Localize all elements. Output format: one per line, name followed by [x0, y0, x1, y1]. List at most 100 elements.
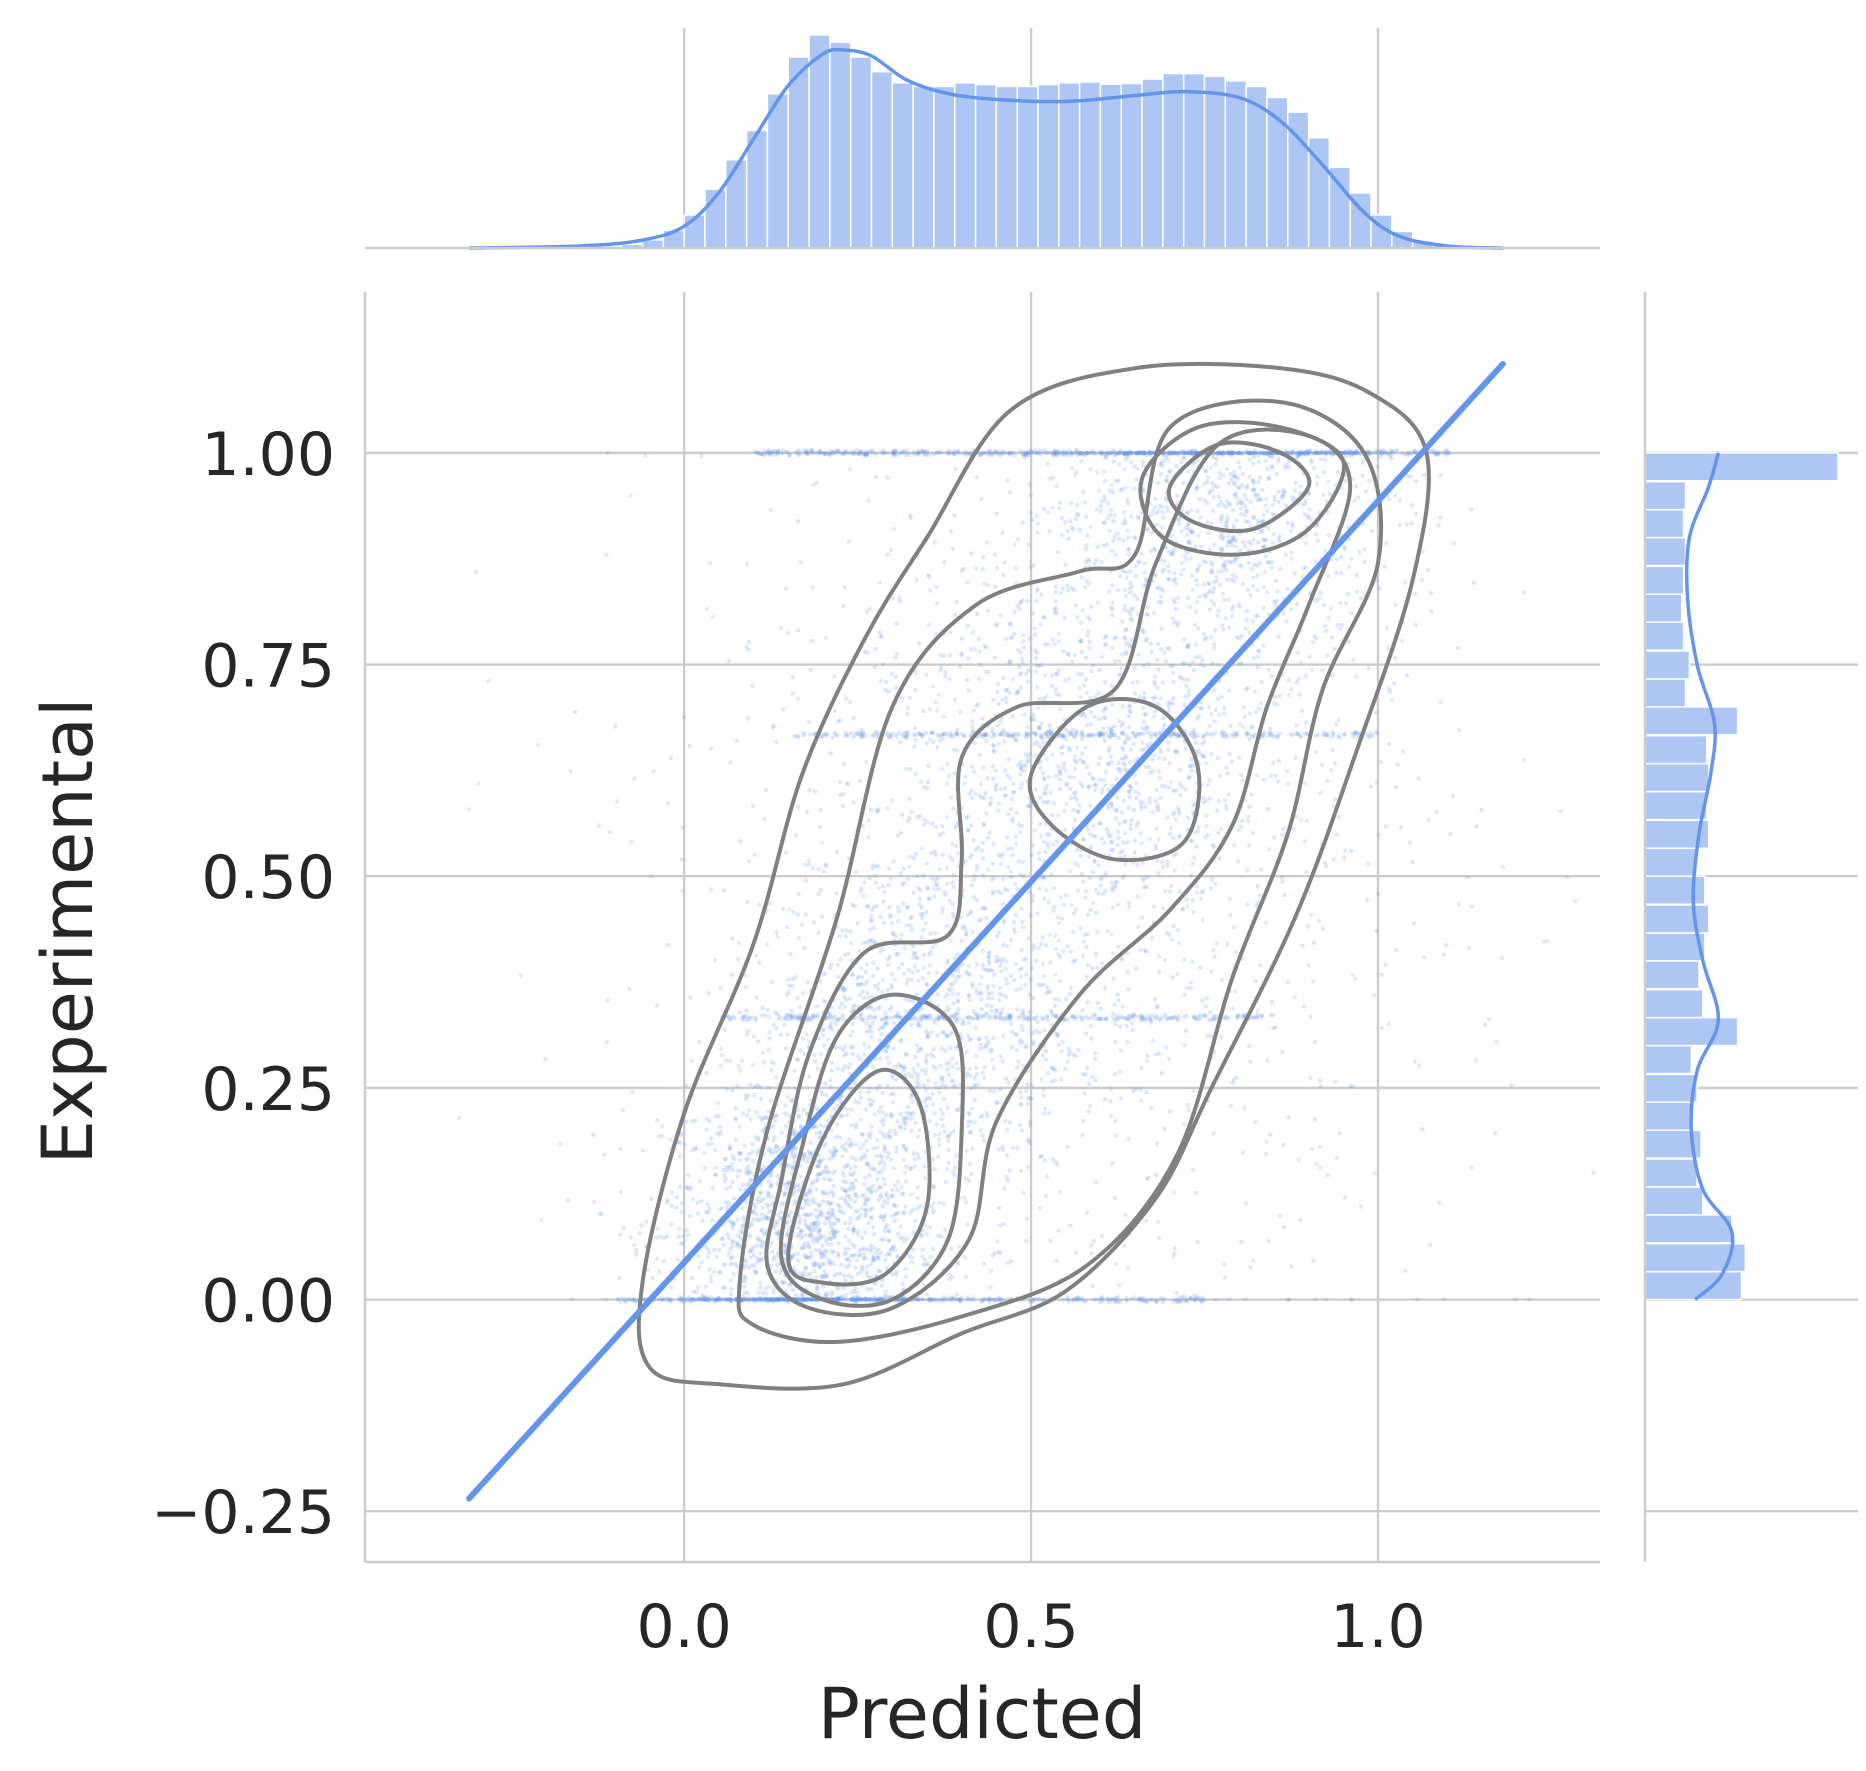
scatter-point: [905, 706, 910, 711]
scatter-point: [765, 1216, 771, 1221]
scatter-point: [785, 1032, 790, 1037]
scatter-point: [955, 974, 960, 979]
scatter-point: [1085, 722, 1090, 728]
scatter-point: [1096, 488, 1102, 493]
scatter-point: [632, 1242, 637, 1248]
scatter-point: [1171, 578, 1176, 583]
scatter-point: [1113, 1118, 1118, 1124]
scatter-point: [1097, 667, 1102, 673]
scatter-point: [973, 1025, 978, 1031]
scatter-point: [1021, 925, 1026, 930]
scatter-point: [1127, 783, 1132, 788]
scatter-point: [1164, 474, 1170, 479]
scatter-point: [1041, 982, 1046, 987]
scatter-point: [1111, 538, 1116, 544]
scatter-point: [766, 1109, 771, 1114]
scatter-point: [614, 799, 620, 804]
scatter-point: [1301, 566, 1306, 571]
scatter-point: [735, 1217, 740, 1222]
scatter-point: [828, 1259, 834, 1264]
scatter-point: [823, 1238, 829, 1244]
scatter-point: [722, 1027, 727, 1033]
scatter-point: [837, 1135, 843, 1140]
scatter-point: [902, 1065, 907, 1070]
scatter-point: [812, 789, 818, 794]
scatter-point: [1020, 859, 1026, 865]
scatter-point: [1298, 660, 1303, 665]
scatter-point: [1056, 920, 1062, 926]
scatter-point: [1033, 958, 1039, 963]
scatter-point: [1011, 977, 1017, 983]
scatter-point: [903, 1121, 909, 1127]
scatter-point: [1010, 853, 1015, 858]
scatter-point: [707, 1297, 713, 1302]
scatter-point: [1040, 1053, 1045, 1058]
scatter-point: [1125, 535, 1131, 540]
scatter-point: [710, 1185, 715, 1190]
scatter-point: [1244, 483, 1250, 489]
scatter-point: [737, 1124, 742, 1129]
scatter-point: [1183, 787, 1188, 792]
scatter-point: [1122, 854, 1128, 859]
scatter-point: [1257, 893, 1262, 898]
scatter-point: [1077, 803, 1082, 808]
scatter-point: [985, 983, 991, 989]
scatter-point: [948, 1131, 953, 1136]
scatter-point: [1103, 769, 1108, 774]
scatter-point: [1328, 606, 1334, 611]
scatter-point: [756, 1135, 761, 1141]
scatter-point: [1123, 485, 1128, 491]
scatter-point: [852, 1244, 857, 1250]
scatter-point: [1170, 663, 1176, 669]
scatter-point: [1201, 582, 1207, 587]
scatter-point: [1034, 598, 1039, 604]
scatter-point: [921, 822, 927, 827]
scatter-point: [946, 1160, 952, 1166]
scatter-point: [686, 1172, 691, 1178]
scatter-point: [935, 1233, 940, 1239]
scatter-point: [1128, 590, 1133, 595]
scatter-point: [677, 1226, 682, 1231]
scatter-point: [900, 1235, 905, 1241]
scatter-point: [988, 1297, 994, 1302]
scatter-point: [1244, 508, 1249, 513]
scatter-point: [808, 1297, 813, 1302]
scatter-point: [941, 1201, 947, 1207]
scatter-point: [735, 1168, 740, 1174]
scatter-point: [966, 1020, 972, 1025]
scatter-point: [1097, 777, 1102, 783]
scatter-point: [808, 1151, 813, 1156]
scatter-point: [823, 1272, 828, 1278]
scatter-point: [965, 971, 970, 976]
scatter-point: [879, 1031, 884, 1037]
scatter-point: [640, 1148, 646, 1153]
scatter-point: [936, 692, 941, 698]
scatter-point: [916, 1082, 922, 1087]
scatter-point: [1170, 670, 1176, 675]
scatter-point: [841, 1047, 846, 1053]
scatter-point: [973, 791, 978, 796]
scatter-point: [1052, 801, 1057, 806]
scatter-point: [1065, 651, 1070, 656]
scatter-point: [947, 653, 952, 658]
scatter-point: [851, 1184, 857, 1190]
scatter-point: [738, 1187, 743, 1192]
scatter-point: [742, 1275, 747, 1280]
scatter-point: [1270, 455, 1275, 460]
scatter-point: [745, 899, 750, 905]
scatter-point: [741, 1182, 746, 1188]
scatter-point: [930, 1102, 936, 1107]
scatter-point: [1060, 1039, 1065, 1045]
scatter-point: [788, 1210, 793, 1215]
scatter-point: [962, 1195, 967, 1200]
scatter-point: [977, 649, 982, 654]
scatter-point: [810, 866, 815, 871]
scatter-point: [1177, 674, 1182, 680]
scatter-point: [842, 952, 847, 958]
scatter-point: [893, 674, 899, 679]
scatter-point: [718, 985, 723, 990]
scatter-point: [1084, 514, 1089, 519]
scatter-point: [826, 1257, 831, 1262]
scatter-point: [730, 1179, 735, 1185]
scatter-point: [875, 1006, 881, 1011]
